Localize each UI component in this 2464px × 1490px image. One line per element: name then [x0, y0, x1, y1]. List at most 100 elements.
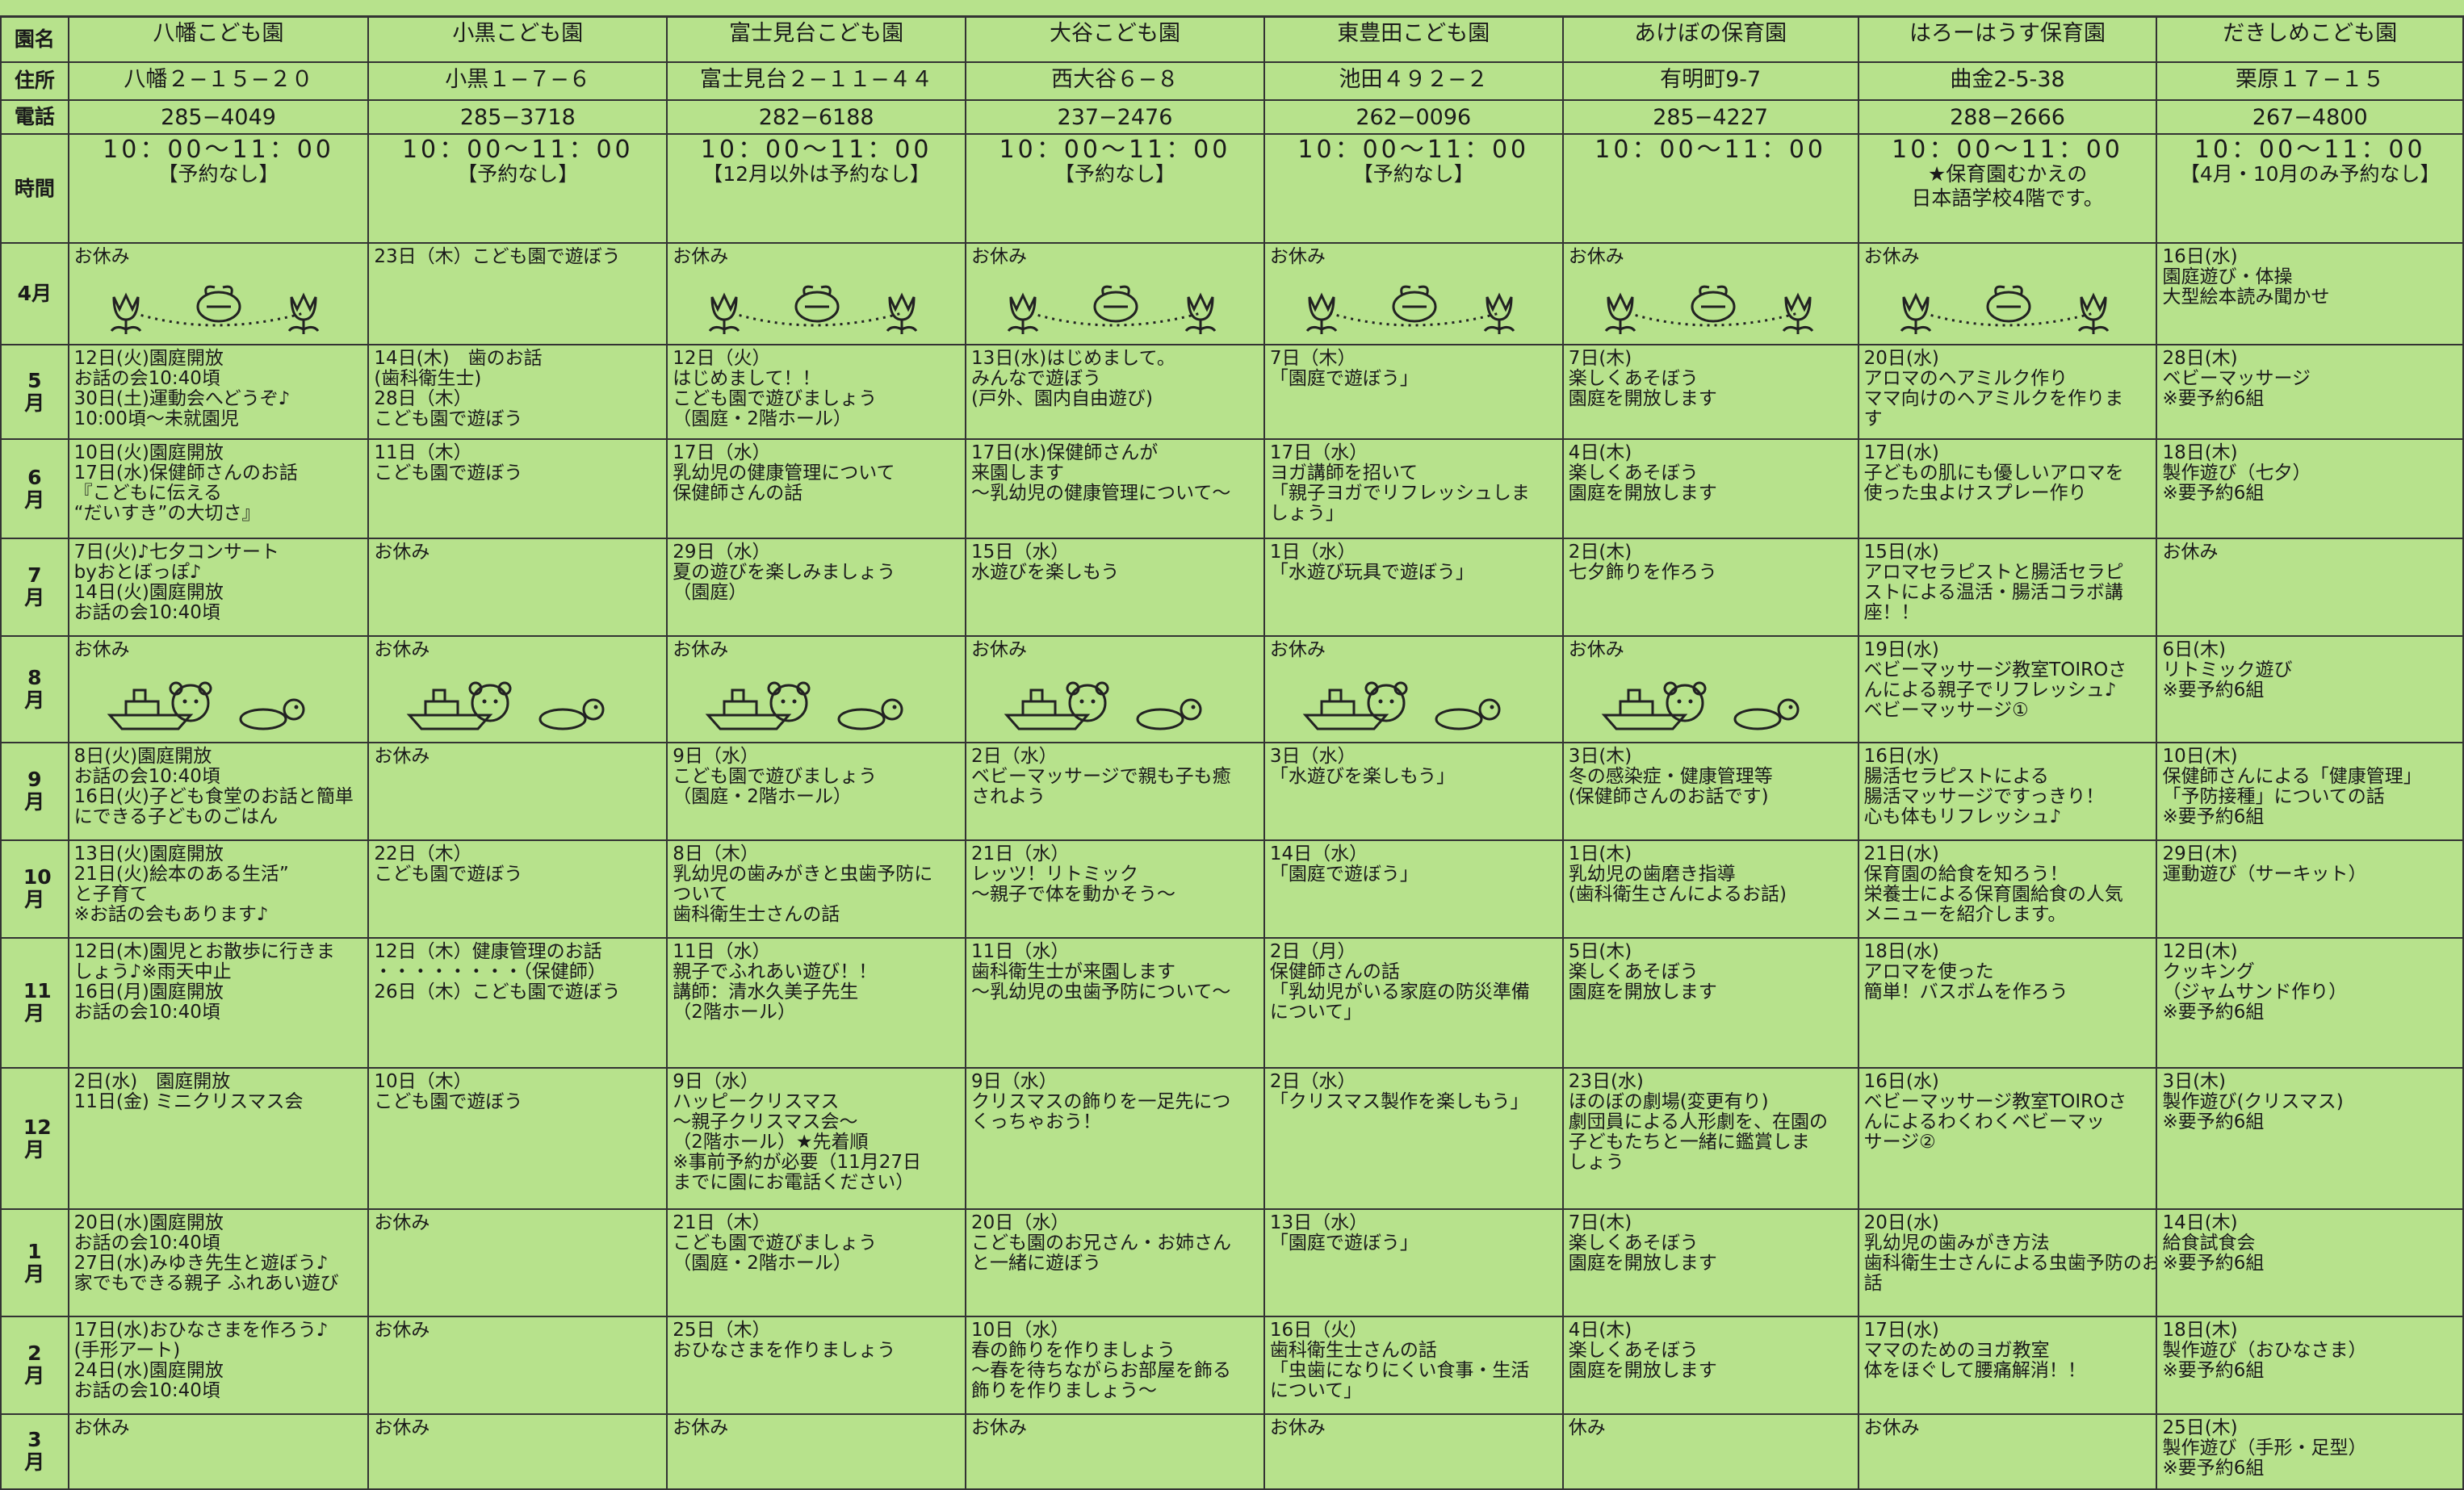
text-line: について」: [1269, 1001, 1363, 1023]
text-line: （ジャムサンド作り）: [2162, 981, 2348, 1002]
text-line: 七夕飾りを作ろう: [1568, 561, 1717, 583]
ship-illustration: [1004, 681, 1202, 730]
text-line: 製作遊び（七夕）: [2162, 462, 2311, 484]
text-line: 電話: [14, 105, 55, 129]
text-line: 「クリスマス製作を楽しもう」: [1269, 1091, 1529, 1113]
text-line: 1日(木): [1568, 843, 1632, 864]
month-event: お休み: [966, 243, 1265, 346]
text-line: 16日(火)子ども食堂のお話と簡単: [73, 786, 354, 808]
text-line: 乳幼児の歯みがきと虫歯予防に: [673, 863, 933, 885]
text-line: 池田４９２−２: [1339, 66, 1489, 92]
text-line: 13日(火)園庭開放: [73, 843, 224, 864]
text-line: 17日(水): [1863, 1319, 1939, 1341]
phone: 285−4227: [1563, 100, 1859, 136]
month-event: お休み: [369, 743, 668, 841]
text-line: 12日（木）健康管理のお話: [374, 940, 602, 962]
text-line: 262−0096: [1356, 104, 1472, 130]
text-line: 6日(木): [2162, 638, 2227, 660]
text-line: 282−6188: [758, 104, 874, 130]
text-line: 16日(水): [2162, 245, 2238, 267]
text-line: こども園で遊びましょう: [673, 388, 878, 410]
month-event: 12日(木)園児とお散歩に行きま しょう♪※雨天中止 16日(月)園庭開放 お話の会1…: [69, 938, 370, 1069]
tulip-illustration: [110, 286, 319, 335]
text-line: 30日(土)運動会へどうぞ♪: [73, 388, 291, 410]
phone: 285−3718: [369, 100, 668, 136]
text-line: 「園庭で遊ぼう」: [1269, 1233, 1418, 1254]
address: 栗原１７−１５: [2157, 62, 2464, 101]
text-line: 17日（水）: [673, 442, 771, 464]
text-line: 乳幼児の歯みがき方法: [1863, 1233, 2050, 1254]
facility-name: だきしめこども園: [2157, 15, 2464, 63]
text-line: 17日(水): [1863, 442, 1939, 464]
month-event: お休み: [369, 1210, 668, 1317]
text-line: ※要予約6組: [2162, 388, 2265, 410]
text-line: 10：00～11：00: [700, 136, 932, 165]
month-event: 22日（木） こども園で遊ぼう: [369, 840, 668, 939]
text-line: 簡単！バスボムを作ろう: [1863, 981, 2068, 1002]
tulip-illustration: [1900, 286, 2109, 335]
text-line: 園名: [14, 27, 55, 51]
text-line: 「親子ヨガでリフレッシュしま: [1269, 483, 1530, 504]
text-line: 〜乳幼児の虫歯予防について〜: [971, 981, 1231, 1002]
text-line: 9日（水）: [673, 1071, 759, 1093]
text-line: んによるわくわくベビーマッ: [1863, 1111, 2105, 1133]
text-line: ベビーマッサージ: [2162, 368, 2311, 390]
text-line: 21日（水）: [971, 843, 1070, 864]
month-event: 20日(水) 乳幼児の歯みがき方法 歯科衛生士さんによる虫歯予防のお話: [1858, 1210, 2158, 1317]
text-line: 10日(木): [2162, 746, 2238, 768]
text-line: お休み: [374, 1417, 430, 1438]
text-line: 6月: [24, 465, 45, 512]
month-event: 2日（水） ベビーマッサージで親も子も癒 されよう: [966, 743, 1265, 841]
month-event: 5日(木) 楽しくあそぼう 園庭を開放します: [1563, 938, 1859, 1069]
text-line: 1日（水）: [1269, 541, 1356, 563]
row-label: 11月: [0, 938, 69, 1069]
month-event: 25日(木) 製作遊び（手形・足型） ※要予約6組: [2157, 1414, 2464, 1490]
text-line: 5日(木): [1568, 940, 1632, 962]
text-line: 14日（水）: [1269, 843, 1368, 864]
text-line: ママ向けのヘアミルクを作りま: [1863, 388, 2124, 410]
text-line: 歯科衛生士さんの話: [673, 903, 840, 925]
text-line: お休み: [374, 746, 430, 768]
text-line: 園庭を開放します: [1568, 483, 1717, 504]
text-line: 17日(水)保健師さんのお話: [73, 462, 298, 484]
text-line: 〜親子クリスマス会〜: [673, 1111, 858, 1133]
text-line: 8日(火)園庭開放: [73, 746, 212, 768]
hours: 10：00～11：00 ★保育園むかえの 日本語学校4階です。: [1858, 135, 2158, 244]
text-line: お話の会10:40頃: [73, 368, 220, 390]
text-line: ※要予約6組: [2162, 1457, 2265, 1479]
text-line: んによる親子でリフレッシュ♪: [1863, 679, 2117, 701]
month-event: お休み: [1858, 243, 2158, 346]
phone: 288−2666: [1858, 100, 2158, 136]
text-line: ベビーマッサージ①: [1863, 699, 2029, 721]
row-label: 5月: [0, 345, 69, 441]
text-line: 乳幼児の健康管理について: [673, 462, 895, 484]
text-line: 27日(水)みゆき先生と遊ぼう♪: [73, 1253, 329, 1274]
text-line: （園庭）: [673, 581, 748, 603]
row-label: 10月: [0, 840, 69, 939]
address: 富士見台２−１１−４４: [668, 62, 967, 101]
text-line: メニューを紹介します。: [1863, 903, 2067, 925]
text-line: 時間: [14, 176, 55, 200]
text-line: 園庭を開放します: [1568, 981, 1717, 1002]
text-line: お休み: [971, 638, 1028, 660]
text-line: 288−2666: [1950, 104, 2065, 130]
text-line: “だいすき”の大切さ』: [73, 503, 261, 525]
text-line: 富士見台こども園: [729, 21, 904, 47]
text-line: 製作遊び(クリスマス): [2162, 1091, 2344, 1113]
text-line: しょう」: [1269, 503, 1344, 525]
text-line: 20日(水): [1863, 348, 1939, 370]
text-line: レッツ！リトミック: [971, 863, 1139, 885]
text-line: お休み: [1568, 638, 1624, 660]
month-event: 29日（水） 夏の遊びを楽しみましょう （園庭）: [668, 538, 967, 637]
text-line: 給食試食会: [2162, 1233, 2256, 1254]
text-line: 日本語学校4階です。: [1911, 186, 2104, 211]
text-line: 16日(水): [1863, 1071, 1939, 1093]
text-line: されよう: [971, 786, 1046, 808]
text-line: 20日(水)園庭開放: [73, 1212, 224, 1234]
text-line: 使った虫よけスプレー作り: [1863, 483, 2087, 504]
month-event: お休み: [369, 1316, 668, 1415]
month-event: 16日(水) ベビーマッサージ教室TOIROさ んによるわくわくベビーマッ サージ②: [1858, 1069, 2158, 1211]
text-line: 4日(木): [1568, 442, 1632, 464]
text-line: 21日(水): [1863, 843, 1939, 864]
hours: 10：00～11：00 【予約なし】: [966, 135, 1265, 244]
